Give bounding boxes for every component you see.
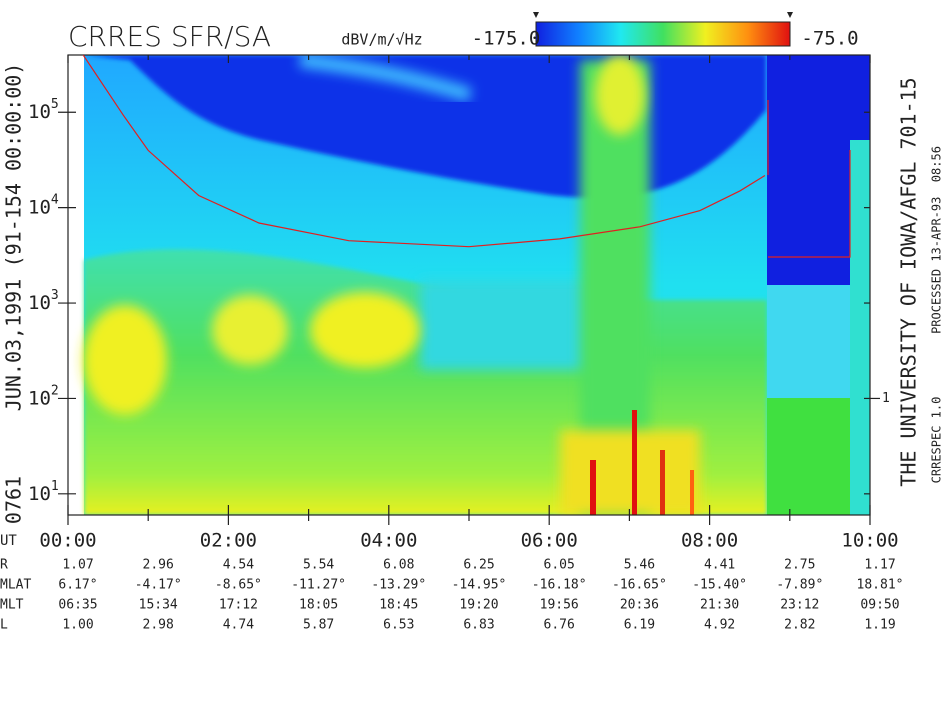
ephemeris-value: -14.95°: [452, 578, 507, 593]
x-tick-label: 06:00: [521, 530, 578, 552]
ephemeris-value: 19:20: [459, 598, 498, 613]
ephemeris-value: -4.17°: [135, 578, 182, 593]
spectrogram-image: [83, 55, 870, 515]
ephemeris-label: L: [0, 618, 8, 633]
ephemeris-value: -8.65°: [215, 578, 262, 593]
ephemeris-value: -11.27°: [291, 578, 346, 593]
y-tick-exponent: 1: [51, 478, 59, 493]
ephemeris-value: 18:45: [379, 598, 418, 613]
ephemeris-value: 1.00: [62, 618, 93, 633]
ephemeris-value: -15.40°: [692, 578, 747, 593]
ephemeris-value: 6.76: [544, 618, 575, 633]
day-label: (91-154 00:00:00): [2, 63, 26, 268]
cutoff-trace: [82, 55, 766, 248]
ephemeris-value: 06:35: [58, 598, 97, 613]
ephemeris-value: 6.17°: [58, 578, 97, 593]
x-tick-label: 00:00: [39, 530, 96, 552]
ephemeris-value: -16.65°: [612, 578, 667, 593]
ephemeris-value: 1.17: [864, 558, 895, 573]
ephemeris-value: 6.25: [463, 558, 494, 573]
ephemeris-value: 5.54: [303, 558, 334, 573]
colorbar-tick-label: -175.0: [472, 28, 541, 50]
ephemeris-value: 17:12: [219, 598, 258, 613]
ephemeris-value: 6.08: [383, 558, 414, 573]
ephemeris-value: 2.75: [784, 558, 815, 573]
ephemeris-value: 18.81°: [857, 578, 904, 593]
y-tick-exponent: 2: [51, 383, 59, 398]
x-tick-label: 08:00: [681, 530, 738, 552]
ephemeris-value: 18:05: [299, 598, 338, 613]
ephemeris-value: -13.29°: [371, 578, 426, 593]
ephemeris-value: 6.53: [383, 618, 414, 633]
orbit-label: 0761: [2, 476, 26, 524]
colorbar: [535, 21, 791, 47]
colorbar-tick-label: -75.0: [801, 28, 858, 50]
y-tick-base: 10: [28, 482, 51, 504]
y-tick-base: 10: [28, 101, 51, 123]
ephemeris-value: 4.54: [223, 558, 254, 573]
ephemeris-value: 15:34: [139, 598, 178, 613]
ephemeris-label: MLT: [0, 598, 24, 613]
y-tick-base: 10: [28, 387, 51, 409]
colorbar-tick: [533, 12, 539, 18]
y-tick-base: 10: [28, 196, 51, 218]
x-tick-label: 04:00: [360, 530, 417, 552]
y-tick-base: 10: [28, 292, 51, 314]
ephemeris-value: 1.19: [864, 618, 895, 633]
ephemeris-value: -16.18°: [532, 578, 587, 593]
ephemeris-label: R: [0, 558, 8, 573]
ephemeris-value: 4.92: [704, 618, 735, 633]
ephemeris-value: 19:56: [540, 598, 579, 613]
ephemeris-value: 4.74: [223, 618, 254, 633]
y-tick-label: 103: [28, 288, 59, 314]
y2-tick-label: 1: [882, 391, 890, 406]
ephemeris-value: 09:50: [860, 598, 899, 613]
y-tick-label: 102: [28, 383, 59, 409]
ephemeris-label: MLAT: [0, 578, 31, 593]
y-tick-exponent: 4: [51, 192, 59, 207]
ephemeris-value: 6.83: [463, 618, 494, 633]
ephemeris-value: 23:12: [780, 598, 819, 613]
y-tick-exponent: 3: [51, 288, 59, 303]
x-tick-label: 10:00: [841, 530, 898, 552]
x-axis-label: UT: [0, 533, 17, 549]
processed-note: PROCESSED 13-APR-93 08:56: [930, 146, 944, 334]
ephemeris-value: 2.96: [143, 558, 174, 573]
ephemeris-value: 6.19: [624, 618, 655, 633]
ephemeris-value: 6.05: [544, 558, 575, 573]
ephemeris-value: 5.87: [303, 618, 334, 633]
date-label: JUN.03,1991: [2, 279, 26, 411]
ephemeris-value: 5.46: [624, 558, 655, 573]
y-tick-label: 101: [28, 478, 59, 504]
ephemeris-value: 1.07: [62, 558, 93, 573]
y-tick-label: 104: [28, 192, 59, 218]
y-tick-exponent: 5: [51, 97, 59, 112]
y-tick-label: 105: [28, 97, 59, 123]
ephemeris-value: 20:36: [620, 598, 659, 613]
x-tick-label: 02:00: [200, 530, 257, 552]
ephemeris-value: 2.98: [143, 618, 174, 633]
ephemeris-value: 2.82: [784, 618, 815, 633]
ephemeris-value: -7.89°: [776, 578, 823, 593]
software-note: CRRESPEC 1.0: [930, 397, 944, 484]
colorbar-label: dBV/m/√Hz: [341, 31, 422, 49]
ephemeris-value: 21:30: [700, 598, 739, 613]
ephemeris-value: 4.41: [704, 558, 735, 573]
institution: THE UNIVERSITY OF IOWA/AFGL 701-15: [897, 77, 921, 486]
colorbar-tick: [787, 12, 793, 18]
chart-title: CRRES SFR/SA: [68, 20, 271, 53]
